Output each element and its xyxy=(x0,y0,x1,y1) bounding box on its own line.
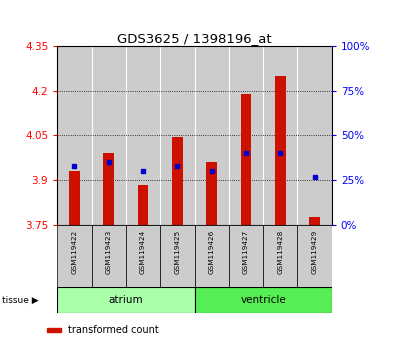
Text: atrium: atrium xyxy=(109,295,143,305)
Text: GSM119423: GSM119423 xyxy=(106,230,112,274)
Bar xyxy=(103,153,114,225)
Text: GSM119427: GSM119427 xyxy=(243,230,249,274)
Bar xyxy=(195,46,229,225)
Title: GDS3625 / 1398196_at: GDS3625 / 1398196_at xyxy=(117,32,272,45)
Bar xyxy=(297,46,332,225)
Bar xyxy=(263,46,297,225)
Text: GSM119426: GSM119426 xyxy=(209,230,215,274)
Text: ventricle: ventricle xyxy=(240,295,286,305)
Text: GSM119429: GSM119429 xyxy=(312,230,318,274)
Text: GSM119425: GSM119425 xyxy=(174,230,181,274)
Bar xyxy=(241,94,251,225)
Bar xyxy=(57,225,92,287)
Bar xyxy=(172,137,183,225)
Text: tissue ▶: tissue ▶ xyxy=(2,296,39,304)
Bar xyxy=(57,46,92,225)
Text: transformed count: transformed count xyxy=(68,325,158,335)
Bar xyxy=(160,46,195,225)
Bar xyxy=(297,225,332,287)
Bar xyxy=(195,287,332,313)
Text: GSM119424: GSM119424 xyxy=(140,230,146,274)
Bar xyxy=(229,46,263,225)
Bar xyxy=(195,225,229,287)
Bar xyxy=(160,225,195,287)
Bar xyxy=(126,46,160,225)
Bar xyxy=(47,328,61,332)
Text: GSM119428: GSM119428 xyxy=(277,230,283,274)
Text: GSM119422: GSM119422 xyxy=(71,230,77,274)
Bar xyxy=(138,184,149,225)
Bar xyxy=(126,225,160,287)
Bar xyxy=(92,46,126,225)
Bar xyxy=(57,287,195,313)
Bar xyxy=(229,225,263,287)
Bar xyxy=(309,217,320,225)
Bar xyxy=(275,76,286,225)
Bar xyxy=(263,225,297,287)
Bar xyxy=(92,225,126,287)
Bar xyxy=(69,171,80,225)
Bar xyxy=(206,162,217,225)
